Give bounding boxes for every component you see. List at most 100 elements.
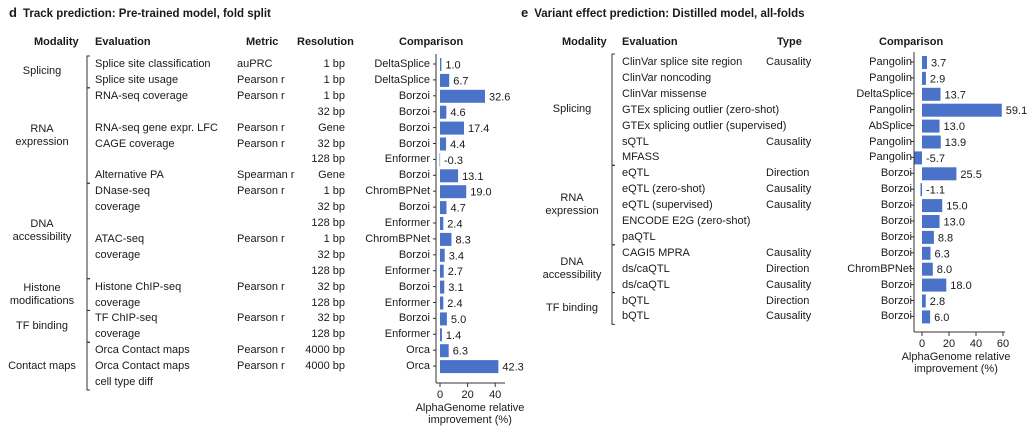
panel_e-x-tick-label: 40 — [970, 338, 982, 350]
panel_d-bar-label: 6.7 — [453, 75, 468, 87]
panel_d-row-metric: Pearson r — [237, 344, 285, 357]
panel_d-row-resolution: 32 bp — [317, 105, 345, 118]
panel_e-bar — [922, 230, 934, 244]
panel_e-bar-label: 15.0 — [946, 201, 967, 213]
panel_d-row-model: Borzoi — [398, 137, 430, 150]
panel_e-x-tick-label: 0 — [919, 338, 925, 350]
panel_d-bar — [440, 58, 442, 71]
panel_d-row-resolution: 4000 bp — [305, 360, 345, 373]
panel_d-row-evaluation: Orca Contact maps — [95, 344, 190, 357]
panel_d-modality-label: Histone — [23, 281, 61, 294]
panel_d-bar-label: 6.3 — [453, 346, 468, 358]
panel_d-row-evaluation: coverage — [95, 296, 141, 309]
panel_e-letter: e — [521, 5, 529, 20]
panel_e-bar — [922, 135, 941, 149]
panel_d-header-modality: Modality — [34, 36, 79, 48]
panel_d-row-evaluation: TF ChIP-seq — [95, 312, 158, 325]
panel_d-row-resolution: Gene — [318, 169, 345, 182]
panel_e-title-text: Variant effect prediction: Distilled mod… — [534, 8, 805, 20]
panel_e-row-model: Borzoi — [880, 310, 912, 323]
panel_d-row-resolution: 128 bp — [311, 264, 345, 277]
panel_e-bar — [914, 151, 922, 165]
panel_d-row-model: Enformer — [384, 153, 430, 166]
panel_e-bar — [922, 310, 931, 324]
panel_d-x-axis-label: AlphaGenome relative — [415, 402, 525, 414]
panel_d-row-resolution: 32 bp — [317, 201, 345, 214]
panel_e-bar — [922, 87, 941, 101]
panel_e-row-model: Pangolin — [869, 103, 912, 116]
panel_e-row-type: Causality — [766, 199, 812, 212]
panel_e-row-evaluation: eQTL (supervised) — [622, 199, 713, 212]
panel_e-row-evaluation: ClinVar missense — [622, 87, 707, 100]
panel_d-bar-label: 19.0 — [470, 187, 491, 199]
panel_e-header-comparison: Comparison — [879, 36, 944, 48]
panel_e-row-type: Causality — [766, 246, 812, 259]
panel_e-row-evaluation: CAGI5 MPRA — [622, 246, 690, 259]
panel_d-bar-label: 17.4 — [468, 123, 489, 135]
panel_e-modality-label: expression — [545, 205, 599, 218]
panel_d-bar-label: 32.6 — [489, 91, 510, 103]
panel_e-row-evaluation: GTEx splicing outlier (supervised) — [622, 119, 787, 132]
panel_d-row-evaluation: coverage — [95, 248, 141, 261]
panel_e-bar — [922, 215, 940, 228]
panel_e-row-model: Pangolin — [869, 71, 912, 84]
panel_e-row-model: Borzoi — [880, 215, 912, 227]
panel_e-modality-label: DNA — [560, 255, 584, 268]
panel_d-row-evaluation: Splice site classification — [95, 58, 211, 70]
panel_d-row-evaluation: CAGE coverage — [95, 137, 175, 150]
panel_d-bar-label: 8.3 — [455, 234, 470, 246]
panel_d-row-model: Borzoi — [398, 280, 430, 293]
panel_e-bar-label: 8.8 — [938, 232, 953, 244]
panel_e-row-type: Causality — [766, 183, 812, 196]
panel_e-bar-label: 59.1 — [1006, 105, 1027, 117]
panel_d-row-evaluation: RNA-seq coverage — [95, 89, 188, 102]
panel_d-row-resolution: 32 bp — [317, 137, 345, 150]
panel_d-header-comparison: Comparison — [399, 36, 464, 48]
panel_d-bar-label: 3.1 — [448, 282, 463, 294]
panel_d-row-evaluation: Splice site usage — [95, 73, 179, 86]
panel_e-row-evaluation: GTEx splicing outlier (zero-shot) — [622, 103, 780, 116]
panel_d-row-model: Enformer — [384, 264, 430, 277]
panel_d-bar-label: 2.4 — [447, 219, 462, 231]
panel_e-row-evaluation: eQTL — [622, 167, 650, 180]
panel_e-row-model: Borzoi — [880, 167, 912, 180]
panel_e-row-type: Direction — [766, 262, 810, 275]
panel_e-row-evaluation: eQTL (zero-shot) — [622, 183, 706, 196]
panel_d-bar-label: 5.0 — [451, 314, 466, 326]
panel_d-bar — [440, 169, 459, 183]
panel_e-row-model: Pangolin — [869, 56, 912, 68]
panel_e-bar-label: 13.9 — [945, 137, 966, 149]
panel_d-row-metric: Pearson r — [237, 185, 285, 198]
panel_e-bar — [922, 262, 933, 276]
panel_e-bar-label: -1.1 — [926, 185, 945, 197]
panel_d-row-resolution: 128 bp — [311, 153, 345, 166]
panel_e-row-model: Borzoi — [880, 183, 912, 196]
panel_d-bar — [439, 153, 441, 167]
panel_d-bar — [440, 344, 449, 358]
panel_d-bar-label: 1.0 — [445, 60, 460, 72]
panel_d-bar-label: 4.4 — [450, 139, 465, 151]
panel_e-bar — [920, 183, 922, 197]
panel_d-row-model: ChromBPNet — [365, 232, 430, 245]
panel_d-row-model: Borzoi — [398, 169, 430, 182]
panel_e-header-modality: Modality — [562, 36, 607, 48]
panel_e-row-evaluation: bQTL — [622, 294, 650, 307]
panel_e-x-axis-label: improvement (%) — [914, 363, 998, 375]
panel_d-bar — [440, 121, 465, 135]
panel_e-row-model: Borzoi — [880, 278, 912, 291]
panel_d-bar — [440, 280, 445, 294]
panel_d-row-metric: Pearson r — [237, 89, 285, 102]
panel_d-row-model: ChromBPNet — [365, 185, 430, 198]
panel_e-x-axis-label: AlphaGenome relative — [901, 351, 1011, 363]
panel_e-row-model: Borzoi — [880, 294, 912, 307]
panel_d-bar — [440, 185, 467, 199]
panel_e-bar-label: 18.0 — [950, 280, 971, 292]
panel_e-row-model: DeltaSplice — [856, 87, 912, 100]
panel_d-row-resolution: 128 bp — [311, 217, 345, 229]
panel_d-bar — [440, 217, 444, 230]
panel_d-row-metric: Pearson r — [237, 280, 285, 293]
panel_e-row-model: Pangolin — [869, 151, 912, 164]
panel_d-row-model: Borzoi — [398, 121, 430, 134]
panel_d-x-tick-label: 0 — [437, 389, 443, 401]
